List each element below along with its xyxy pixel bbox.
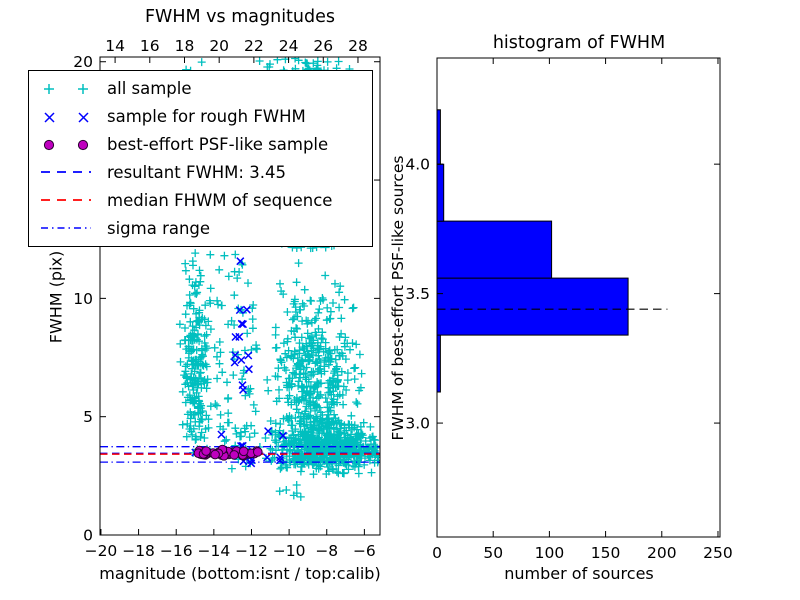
blue-dashed-line-icon (41, 171, 91, 174)
x-marker-icon (44, 112, 89, 123)
legend-label: sigma range (107, 218, 211, 238)
x-tick-label: 50 (483, 544, 503, 562)
psf-sample-point (238, 446, 249, 457)
legend-entry-all-sample: all sample (37, 76, 372, 102)
y-tick-label: 0 (83, 527, 93, 545)
legend-label: all sample (107, 79, 192, 99)
histogram-bar (436, 163, 445, 222)
y-tick-label: 5 (83, 408, 93, 426)
top-x-tick-label: 16 (140, 37, 160, 55)
right-xaxis-label: number of sources (504, 564, 654, 583)
left-plot-title: FWHM vs magnitudes (144, 7, 336, 27)
x-tick-label: 100 (535, 544, 565, 562)
x-tick-label: −6 (353, 542, 376, 560)
top-x-tick-label: 26 (313, 37, 333, 55)
blue-dashdot-line-icon (41, 227, 91, 229)
legend-entry-rough-sample: sample for rough FWHM (37, 104, 372, 130)
top-x-tick-label: 22 (244, 37, 264, 55)
histogram-bar (436, 109, 441, 165)
x-tick-label: −16 (160, 542, 193, 560)
psf-sample-point (210, 449, 220, 460)
y-tick-label: 20 (73, 53, 93, 71)
top-x-tick-label: 28 (348, 37, 368, 55)
legend-label: sample for rough FWHM (107, 107, 306, 127)
x-tick-label: −20 (85, 542, 118, 560)
histogram-bar (436, 334, 441, 393)
legend: all sample sample for rough FWHM best-ef… (28, 70, 373, 247)
right-yaxis-label: FWHM of best-effort PSF-like sources (389, 155, 407, 441)
x-tick-label: −18 (122, 542, 155, 560)
psf-sample-point (229, 450, 239, 460)
right-axes-ticks (436, 58, 720, 537)
y-tick-label: 3.5 (405, 285, 430, 303)
legend-entry-median-fhwm: median FHWM of sequence (37, 187, 372, 213)
x-tick-label: 150 (591, 544, 621, 562)
top-x-tick-label: 14 (105, 37, 125, 55)
circle-marker-icon (43, 139, 89, 150)
red-dashed-line-icon (41, 199, 91, 202)
left-axes-tick-labels: −20 −18 −16 −14 −12 −10 −8 −6 14 16 18 20 22 24 26 28 0 5… (73, 37, 376, 560)
psf-sample-points (193, 444, 263, 461)
right-axes-tick-labels: 0 50 100 150 200 250 3.0 3.5 4.0 (405, 156, 732, 562)
x-tick-label: 200 (647, 544, 677, 562)
legend-entry-resultant-fwhm: resultant FWHM: 3.45 (37, 159, 372, 185)
x-tick-label: −10 (273, 542, 306, 560)
legend-label: best-effort PSF-like sample (107, 135, 329, 155)
legend-label: resultant FWHM: 3.45 (107, 162, 286, 182)
y-tick-label: 10 (73, 290, 93, 308)
left-yaxis-label: FWHM (pix) (46, 250, 66, 344)
legend-label: median FHWM of sequence (107, 190, 333, 210)
x-tick-label: −8 (315, 542, 338, 560)
histogram-bars (436, 109, 629, 393)
legend-entry-sigma-range: sigma range (37, 215, 372, 241)
histogram-bar (436, 220, 553, 279)
plus-marker-icon (44, 83, 88, 94)
psf-sample-point (201, 446, 211, 456)
psf-sample-layer (193, 444, 263, 461)
x-tick-label: −14 (197, 542, 230, 560)
reference-lines (100, 446, 380, 463)
top-x-tick-label: 20 (209, 37, 229, 55)
y-tick-label: 3.0 (405, 415, 430, 433)
top-x-tick-label: 18 (175, 37, 195, 55)
x-tick-label: −12 (235, 542, 268, 560)
x-tick-label: 250 (703, 544, 733, 562)
left-xaxis-label: magnitude (bottom:isnt / top:calib) (99, 564, 381, 583)
psf-sample-point (252, 447, 263, 457)
histogram-bar (436, 277, 629, 336)
top-x-tick-label: 24 (279, 37, 299, 55)
right-plot-title: histogram of FWHM (492, 33, 666, 53)
y-tick-label: 4.0 (405, 156, 430, 174)
legend-entry-psf-sample: best-effort PSF-like sample (37, 132, 372, 158)
left-axes-ticks (100, 57, 380, 536)
x-tick-label: 0 (432, 544, 442, 562)
